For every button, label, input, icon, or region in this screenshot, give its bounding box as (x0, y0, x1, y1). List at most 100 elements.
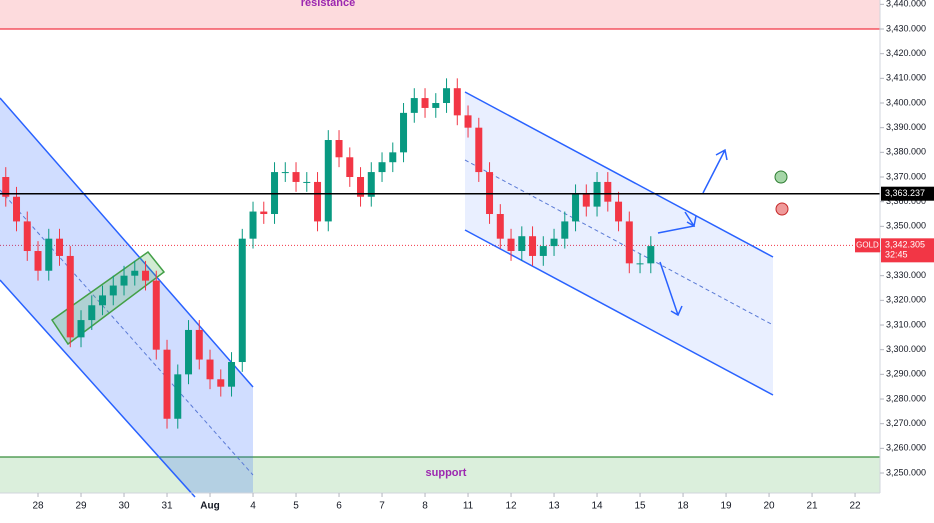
y-tick-label: 3,300.000 (886, 344, 926, 354)
candle-body (34, 251, 42, 271)
y-tick-label: 3,320.000 (886, 295, 926, 305)
channel-line (464, 91, 774, 258)
candle-body (99, 295, 107, 306)
support-band (0, 456, 880, 493)
channel-mid (0, 189, 254, 476)
y-tick-label: 3,430.000 (886, 23, 926, 33)
candle-body (292, 172, 300, 182)
y-tick-label: 3,290.000 (886, 369, 926, 379)
x-tick-label: Aug (200, 501, 219, 512)
resistance-label: resistance (301, 0, 355, 9)
y-tick-label: 3,390.000 (886, 122, 926, 132)
channel-line (0, 279, 196, 498)
x-tick-label: 19 (720, 501, 732, 512)
arrows (657, 148, 728, 317)
candle-body (400, 112, 408, 153)
resistance-band (0, 0, 880, 30)
level-tag-text: 3,363.237 (885, 188, 925, 198)
y-tick-label: 3,350.000 (886, 221, 926, 231)
candle-body (249, 211, 257, 239)
candle-body (56, 238, 64, 256)
support-label: support (426, 467, 467, 479)
candle-body (120, 275, 128, 286)
candle-body (604, 181, 612, 202)
candle-body (2, 177, 10, 197)
candle-body (174, 374, 182, 419)
candle-body (217, 379, 225, 387)
symbol-tag-text: GOLD (856, 240, 879, 249)
candle-body (77, 320, 85, 338)
y-tick-label: 3,260.000 (886, 443, 926, 453)
y-tick-label: 3,410.000 (886, 73, 926, 83)
candle-body (142, 270, 150, 281)
candle-body (163, 349, 171, 419)
candle-body (529, 236, 537, 256)
x-tick-label: 4 (250, 501, 256, 512)
x-tick-label: 29 (75, 501, 87, 512)
candle-body (582, 194, 590, 207)
candle-body (45, 238, 53, 271)
candle-body (572, 194, 580, 222)
x-tick-label: 12 (505, 501, 517, 512)
channel-fill (0, 98, 253, 493)
price-tag-text: 3,342.305 (885, 240, 925, 250)
candle-body (443, 88, 451, 104)
candle-body (228, 362, 236, 387)
x-tick-label: 21 (806, 501, 818, 512)
price-tag (881, 238, 934, 263)
y-tick-label: 3,280.000 (886, 393, 926, 403)
candle-body (410, 98, 418, 113)
y-tick-label: 3,310.000 (886, 319, 926, 329)
candle-body (88, 305, 96, 321)
y-tick-label: 3,380.000 (886, 147, 926, 157)
candle-body (453, 88, 461, 116)
candle-body (367, 172, 375, 197)
candle-body (303, 181, 311, 183)
candle-body (464, 115, 472, 128)
channel-line (0, 97, 254, 388)
x-tick-label: 18 (677, 501, 689, 512)
candle-body (518, 236, 526, 252)
x-tick-label: 13 (548, 501, 560, 512)
signal-dot (774, 170, 788, 184)
level-tag (881, 186, 934, 201)
channel-fill (465, 92, 773, 395)
candle-body (357, 177, 365, 197)
channel-line (464, 229, 774, 396)
candle-body (636, 263, 644, 265)
x-tick-label: 8 (422, 501, 428, 512)
candle-body (314, 181, 322, 222)
candle-body (66, 255, 74, 338)
candle-body (378, 162, 386, 173)
candle-body (561, 221, 569, 239)
candle-body (23, 221, 31, 252)
x-tick-label: 20 (763, 501, 775, 512)
countdown: 32:45 (885, 250, 908, 260)
candle-body (324, 140, 332, 222)
x-tick-label: 15 (634, 501, 646, 512)
signal-dot (775, 202, 789, 216)
y-tick-label: 3,270.000 (886, 418, 926, 428)
candle-body (335, 140, 343, 158)
candle-body (389, 152, 397, 163)
x-tick-label: 11 (463, 501, 474, 512)
x-tick-label: 14 (591, 501, 603, 512)
candle-body (432, 103, 440, 108)
candle-body (195, 329, 203, 360)
candle-body (496, 214, 504, 239)
candle-body (152, 280, 160, 350)
candle-body (539, 246, 547, 256)
candle-body (260, 211, 268, 215)
candle-body (346, 157, 354, 178)
candle-body (615, 201, 623, 222)
candle-body (206, 359, 214, 380)
candle-body (475, 127, 483, 173)
y-tick-label: 3,420.000 (886, 48, 926, 58)
y-tick-label: 3,370.000 (886, 171, 926, 181)
x-tick-label: 30 (118, 501, 130, 512)
candle-body (550, 238, 558, 247)
candle-body (281, 172, 289, 174)
candle-body (507, 238, 515, 252)
candle-body (625, 221, 633, 264)
